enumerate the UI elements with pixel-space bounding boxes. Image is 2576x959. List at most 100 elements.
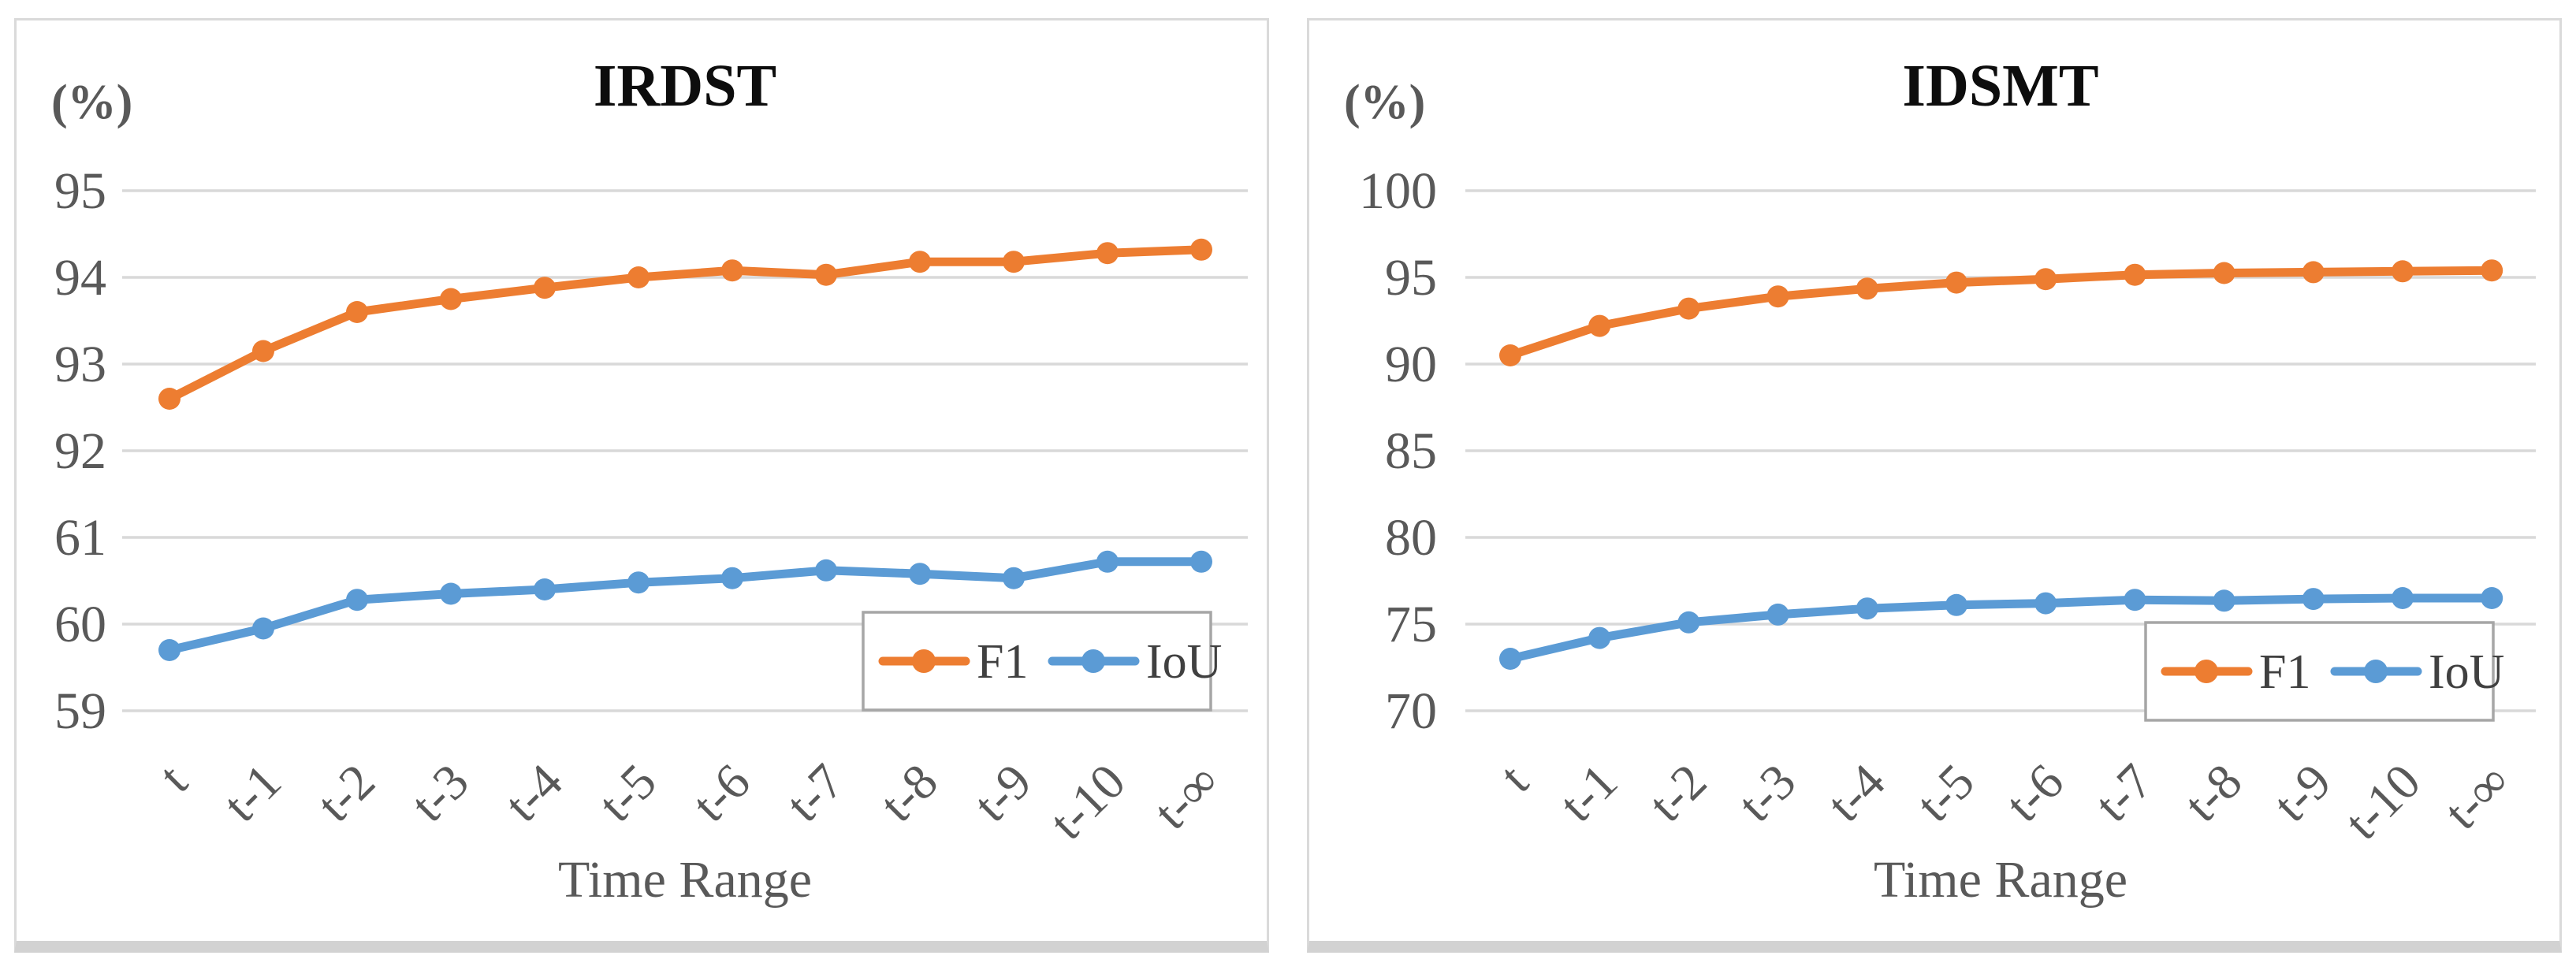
data-point-iou: [2392, 587, 2414, 609]
data-point-iou: [1677, 611, 1700, 634]
data-point-iou: [534, 578, 556, 600]
data-point-iou: [815, 559, 837, 582]
data-point-iou: [440, 582, 462, 605]
y-tick-label: 92: [54, 422, 106, 480]
x-tick-label: t-6: [681, 753, 760, 832]
data-point-f1: [2302, 261, 2325, 284]
chart-panel-idsmt: 100 95 90 85 80 75 70 IDSMT (%) t t-1 t-2 t-3 t-4 t-5 t…: [1307, 18, 2562, 953]
y-tick-label: 60: [54, 596, 106, 653]
data-point-f1: [1766, 285, 1789, 308]
data-point-iou: [2124, 589, 2146, 611]
data-point-f1: [2124, 263, 2146, 286]
legend-swatch-marker: [2194, 660, 2218, 683]
y-tick-label: 90: [1385, 336, 1437, 393]
data-point-f1: [815, 263, 837, 286]
data-point-iou: [1588, 626, 1611, 649]
x-tick-label: t: [1489, 753, 1539, 803]
data-point-f1: [252, 340, 274, 362]
data-point-iou: [2302, 588, 2325, 611]
legend-label-iou: IoU: [1146, 635, 1222, 689]
y-tick-label: 80: [1385, 509, 1437, 567]
data-point-f1: [158, 388, 181, 410]
y-tick-label: 94: [54, 249, 106, 307]
data-point-f1: [1677, 297, 1700, 320]
x-axis-title: Time Range: [558, 851, 812, 909]
y-tick-label: 85: [1385, 422, 1437, 480]
x-tick-label: t-9: [962, 753, 1041, 832]
x-tick-label: t-6: [1995, 753, 2074, 832]
x-tick-label: t-8: [869, 753, 947, 832]
data-point-iou: [909, 563, 931, 585]
legend-swatch-marker: [2364, 660, 2388, 683]
data-point-iou: [1096, 550, 1119, 573]
data-point-iou: [2481, 587, 2503, 609]
data-point-f1: [1096, 242, 1119, 265]
x-tick-label: t-∞: [2433, 753, 2520, 840]
y-tick-label: 95: [54, 162, 106, 220]
x-tick-label: t-3: [1727, 753, 1806, 832]
data-point-iou: [1945, 593, 1967, 616]
chart-title: IDSMT: [1902, 53, 2098, 119]
x-tick-label: t-10: [2334, 753, 2431, 850]
data-point-f1: [1003, 251, 1025, 273]
data-point-f1: [440, 288, 462, 310]
data-point-iou: [158, 639, 181, 661]
x-tick-label: t-1: [212, 753, 291, 832]
x-tick-label: t-∞: [1143, 753, 1230, 840]
series-line-f1: [1506, 266, 2496, 360]
chart-title: IRDST: [594, 53, 776, 119]
series-line-f1: [165, 245, 1206, 403]
y-tick-label: 70: [1385, 682, 1437, 740]
y-tick-label: 61: [54, 509, 106, 567]
y-tick-label: 59: [54, 682, 106, 740]
x-tick-label: t-2: [306, 753, 385, 832]
y-tick-label: 75: [1385, 596, 1437, 653]
legend-label-f1: F1: [2259, 645, 2310, 699]
data-point-f1: [721, 259, 743, 282]
data-point-iou: [721, 567, 743, 589]
x-tick-label: t-2: [1638, 753, 1717, 832]
data-point-iou: [2213, 589, 2235, 612]
legend-label-f1: F1: [977, 635, 1028, 689]
data-point-iou: [1003, 567, 1025, 589]
data-point-f1: [1856, 277, 1878, 300]
x-tick-label: t-1: [1549, 753, 1628, 832]
x-tick-label: t-8: [2173, 753, 2252, 832]
data-point-f1: [2034, 268, 2057, 291]
y-tick-label: 93: [54, 336, 106, 393]
data-point-f1: [1190, 238, 1212, 261]
data-point-iou: [1856, 597, 1878, 620]
x-tick-label: t: [148, 753, 198, 803]
y-tick-label: 100: [1359, 162, 1437, 220]
data-point-f1: [2392, 260, 2414, 283]
x-tick-label: t-3: [400, 753, 478, 832]
series-line-iou: [1506, 593, 2496, 663]
y-axis-unit-label: (%): [51, 76, 132, 129]
data-point-f1: [1945, 271, 1967, 294]
x-tick-label: t-9: [2262, 753, 2341, 832]
x-tick-label: t-5: [1905, 753, 1984, 832]
data-point-iou: [1499, 648, 1521, 670]
y-tick-label: 95: [1385, 249, 1437, 307]
x-tick-label: t-4: [493, 753, 572, 832]
data-point-f1: [2481, 259, 2503, 282]
legend-label-iou: IoU: [2429, 645, 2504, 699]
y-axis-unit-label: (%): [1344, 76, 1425, 129]
x-axis-title: Time Range: [1874, 851, 2127, 909]
data-point-f1: [2213, 262, 2235, 284]
data-point-f1: [346, 301, 368, 323]
x-tick-label: t-4: [1816, 753, 1895, 832]
series-line-iou: [165, 557, 1206, 655]
x-tick-label: t-5: [587, 753, 666, 832]
chart-panel-irdst: 95 94 93 92 61 60 59 IRDST (%) t t-1 t-2 t-3 t-4 t-5 t-…: [14, 18, 1269, 953]
legend-swatch-marker: [1081, 649, 1105, 673]
data-point-iou: [1190, 550, 1212, 573]
data-point-iou: [346, 589, 368, 611]
data-point-f1: [534, 277, 556, 299]
legend-swatch-marker: [912, 649, 936, 673]
data-point-iou: [2034, 592, 2057, 615]
data-point-iou: [252, 617, 274, 640]
